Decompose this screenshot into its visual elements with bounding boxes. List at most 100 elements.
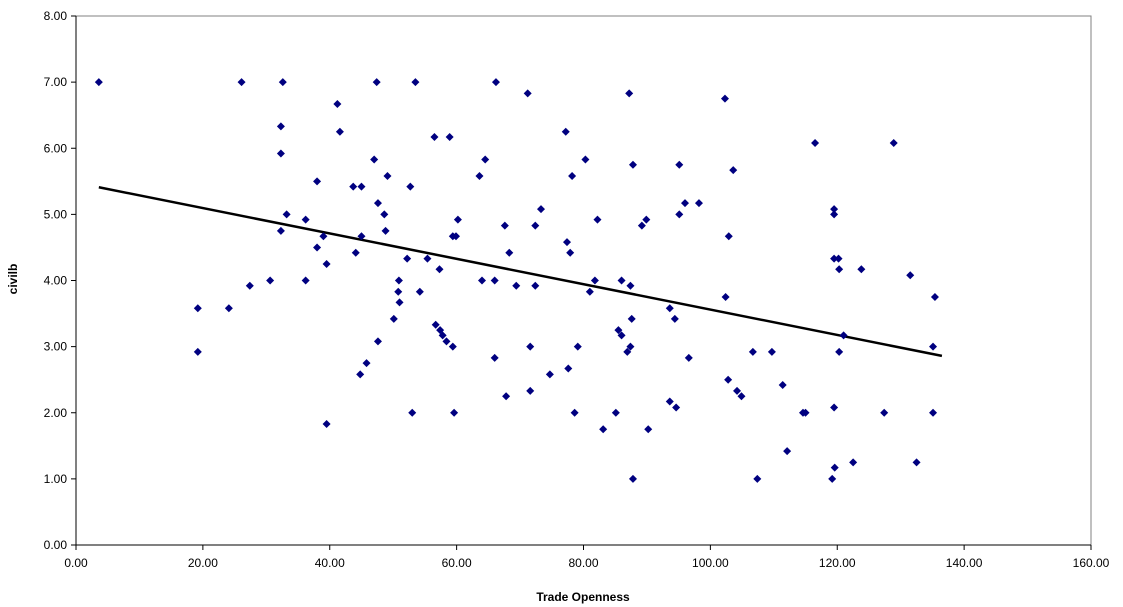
- data-point: [245, 281, 254, 290]
- x-tick-label: 140.00: [946, 556, 983, 570]
- data-point: [500, 221, 509, 230]
- data-point: [729, 166, 738, 175]
- data-point: [415, 287, 424, 296]
- data-point: [830, 205, 839, 214]
- data-point: [670, 314, 679, 323]
- data-point: [435, 265, 444, 274]
- data-point: [930, 293, 939, 302]
- data-point: [561, 127, 570, 136]
- data-point: [490, 353, 499, 362]
- data-point: [445, 133, 454, 142]
- y-tick-label: 1.00: [44, 472, 68, 486]
- data-point: [351, 248, 360, 257]
- data-point: [563, 238, 572, 247]
- data-point: [362, 359, 371, 368]
- y-tick-label: 8.00: [44, 9, 68, 23]
- y-axis-title: civilb: [6, 264, 20, 295]
- data-point: [357, 182, 366, 191]
- data-point: [395, 298, 404, 307]
- data-point: [737, 392, 746, 401]
- data-point: [849, 458, 858, 467]
- data-point: [835, 347, 844, 356]
- data-point: [801, 408, 810, 417]
- data-point: [370, 155, 379, 164]
- data-point: [724, 232, 733, 241]
- data-point: [373, 199, 382, 208]
- data-point: [675, 210, 684, 219]
- data-point: [357, 232, 366, 241]
- data-point: [830, 210, 839, 219]
- data-point: [335, 127, 344, 136]
- y-tick-label: 3.00: [44, 340, 68, 354]
- data-point: [438, 331, 447, 340]
- data-point: [406, 182, 415, 191]
- data-point: [408, 408, 417, 417]
- data-point: [94, 78, 103, 87]
- data-point: [381, 226, 390, 235]
- data-point: [839, 331, 848, 340]
- data-point: [491, 78, 500, 87]
- data-point: [526, 342, 535, 351]
- data-point: [585, 287, 594, 296]
- data-point: [778, 380, 787, 389]
- x-tick-label: 80.00: [568, 556, 598, 570]
- data-point: [193, 304, 202, 313]
- x-tick-label: 0.00: [64, 556, 88, 570]
- data-point: [617, 276, 626, 285]
- data-point: [617, 331, 626, 340]
- y-tick-label: 4.00: [44, 274, 68, 288]
- data-point: [564, 364, 573, 373]
- data-point: [628, 160, 637, 169]
- data-point: [276, 149, 285, 158]
- data-point: [568, 172, 577, 181]
- data-point: [614, 326, 623, 335]
- data-point: [301, 215, 310, 224]
- data-point: [373, 337, 382, 346]
- data-point: [637, 221, 646, 230]
- data-point: [611, 408, 620, 417]
- y-tick-label: 0.00: [44, 538, 68, 552]
- data-point: [526, 386, 535, 395]
- x-tick-label: 20.00: [188, 556, 218, 570]
- data-point: [278, 78, 287, 87]
- data-point: [906, 271, 915, 280]
- data-point: [531, 281, 540, 290]
- data-point: [319, 232, 328, 241]
- data-point: [512, 281, 521, 290]
- data-point: [581, 155, 590, 164]
- data-point: [478, 276, 486, 285]
- data-point: [642, 215, 651, 224]
- data-point: [681, 199, 689, 208]
- data-point: [450, 408, 459, 417]
- data-point: [570, 408, 579, 417]
- data-point: [451, 232, 460, 241]
- data-point: [505, 248, 514, 257]
- data-point: [237, 78, 246, 87]
- data-point: [721, 293, 730, 302]
- data-point: [665, 397, 674, 406]
- data-point: [389, 314, 398, 323]
- data-point: [523, 89, 532, 98]
- data-point: [322, 259, 331, 268]
- trend-line: [98, 186, 943, 358]
- data-point: [880, 408, 889, 417]
- data-point: [573, 342, 582, 351]
- data-point: [675, 160, 684, 169]
- data-point: [694, 199, 703, 208]
- data-point: [566, 248, 575, 257]
- y-tick-label: 7.00: [44, 75, 68, 89]
- data-point: [453, 215, 462, 224]
- data-point: [442, 337, 451, 346]
- data-point: [625, 89, 634, 98]
- data-point: [929, 342, 938, 351]
- data-point: [665, 304, 674, 313]
- data-point: [628, 474, 637, 483]
- data-point: [380, 210, 389, 219]
- data-point: [593, 215, 602, 224]
- x-axis-title: Trade Openness: [536, 590, 630, 604]
- data-point: [313, 243, 322, 252]
- data-point: [536, 205, 545, 214]
- data-point: [431, 320, 440, 329]
- data-point: [394, 287, 403, 296]
